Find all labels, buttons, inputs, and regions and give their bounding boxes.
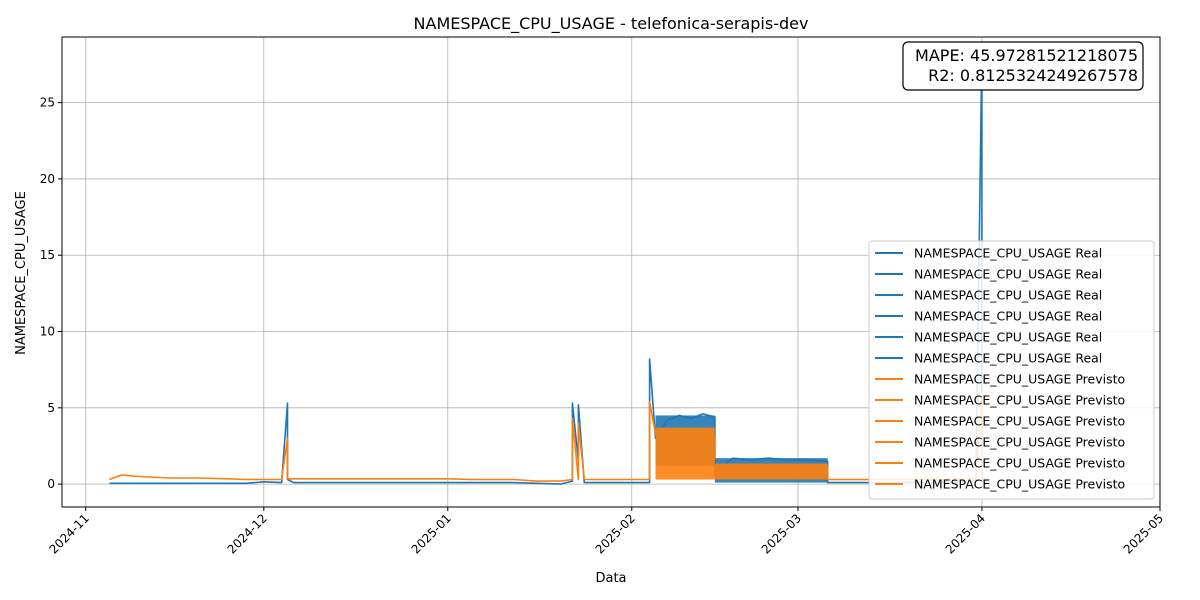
- y-axis: 0 5 10 15 20 25: [40, 96, 62, 491]
- legend-label: NAMESPACE_CPU_USAGE Previsto: [914, 393, 1125, 408]
- legend-label: NAMESPACE_CPU_USAGE Previsto: [914, 414, 1125, 429]
- y-tick-label: 5: [47, 401, 55, 415]
- predicted-series-band: [655, 427, 715, 480]
- legend: NAMESPACE_CPU_USAGE Real NAMESPACE_CPU_US…: [868, 240, 1155, 500]
- y-tick-label: 25: [40, 96, 55, 110]
- legend-label: NAMESPACE_CPU_USAGE Previsto: [914, 456, 1125, 471]
- legend-label: NAMESPACE_CPU_USAGE Previsto: [914, 477, 1125, 492]
- legend-frame: [868, 240, 1155, 500]
- plot-area: [109, 48, 989, 485]
- metrics-box-frame: [902, 41, 1144, 91]
- legend-label: NAMESPACE_CPU_USAGE Real: [914, 309, 1102, 324]
- metrics-box: MAPE: 45.97281521218075 R2: 0.8125324249…: [902, 41, 1144, 91]
- y-tick-label: 10: [40, 325, 55, 339]
- legend-label: NAMESPACE_CPU_USAGE Real: [914, 330, 1102, 345]
- x-axis-title: Data: [595, 571, 626, 586]
- legend-label: NAMESPACE_CPU_USAGE Real: [914, 288, 1102, 303]
- y-tick-label: 0: [47, 477, 55, 491]
- legend-label: NAMESPACE_CPU_USAGE Previsto: [914, 372, 1125, 387]
- legend-label: NAMESPACE_CPU_USAGE Previsto: [914, 435, 1125, 450]
- y-axis-title: NAMESPACE_CPU_USAGE: [14, 191, 29, 355]
- mape-value: MAPE: 45.97281521218075: [915, 46, 1138, 65]
- legend-label: NAMESPACE_CPU_USAGE Real: [914, 267, 1102, 282]
- predicted-series-band: [714, 463, 828, 480]
- legend-label: NAMESPACE_CPU_USAGE Real: [914, 351, 1102, 366]
- y-tick-label: 15: [40, 248, 55, 262]
- axes-frame: [61, 36, 1161, 508]
- y-tick-label: 20: [40, 172, 55, 186]
- legend-label: NAMESPACE_CPU_USAGE Real: [914, 246, 1102, 261]
- chart-title: NAMESPACE_CPU_USAGE - telefonica-serapis…: [414, 14, 809, 34]
- r2-value: R2: 0.8125324249267578: [928, 66, 1138, 85]
